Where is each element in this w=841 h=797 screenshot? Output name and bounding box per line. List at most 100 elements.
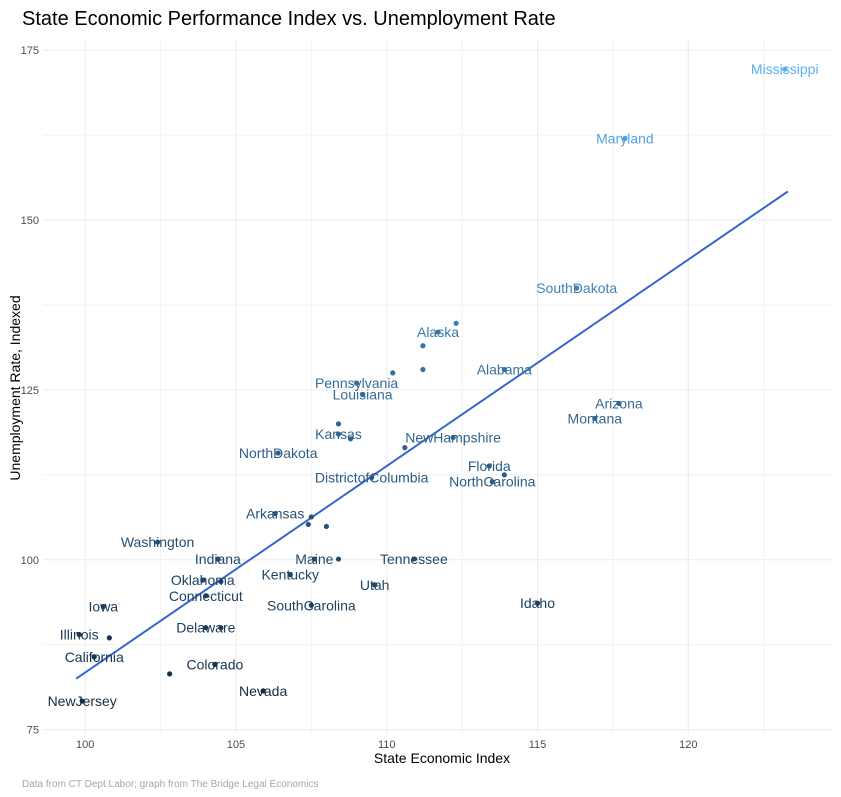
caption: Data from CT Dept Labor; graph from The … xyxy=(22,779,318,790)
data-point xyxy=(372,582,378,588)
data-point xyxy=(203,593,209,599)
data-point xyxy=(203,625,209,631)
data-point xyxy=(782,66,788,72)
data-label: Kansas xyxy=(315,426,362,442)
data-point xyxy=(420,343,426,349)
data-label: Washington xyxy=(121,534,194,550)
data-label: Arizona xyxy=(595,395,643,411)
y-axis-label: Unemployment Rate, Indexed xyxy=(7,295,23,480)
data-label: Iowa xyxy=(89,599,119,615)
data-label: Delaware xyxy=(176,620,235,636)
data-point xyxy=(390,370,396,376)
chart-title: State Economic Performance Index vs. Une… xyxy=(22,8,556,30)
data-point xyxy=(308,602,314,608)
data-label: Mississippi xyxy=(751,61,819,77)
data-point xyxy=(369,474,375,481)
data-point xyxy=(311,556,317,562)
x-axis-label: State Economic Index xyxy=(374,750,510,766)
trend-line xyxy=(75,190,789,680)
data-label: NorthDakota xyxy=(239,445,318,461)
data-point xyxy=(335,421,342,427)
data-label: Montana xyxy=(568,410,623,426)
data-point xyxy=(79,698,85,704)
data-point xyxy=(534,600,541,606)
data-point xyxy=(275,450,281,456)
data-point xyxy=(453,320,459,326)
x-axis-ticks: 100 105 110 115 120 xyxy=(76,739,697,751)
y-tick-label: 125 xyxy=(21,385,39,397)
data-label: NewJersey xyxy=(48,693,117,709)
data-label: Alaska xyxy=(417,324,459,340)
data-point xyxy=(501,366,507,373)
data-label: NewHampshire xyxy=(405,429,501,445)
data-point xyxy=(335,556,342,562)
data-point xyxy=(200,577,206,583)
y-axis-ticks: 75 100 125 150 175 xyxy=(21,45,39,736)
data-point xyxy=(287,572,293,578)
data-point xyxy=(323,523,330,530)
data-point xyxy=(76,631,82,638)
data-label: SouthCarolina xyxy=(267,597,356,613)
data-point xyxy=(411,556,417,562)
data-label: Arkansas xyxy=(246,506,304,522)
grid xyxy=(43,40,833,733)
data-point xyxy=(402,445,408,451)
data-point xyxy=(260,688,266,694)
data-label: California xyxy=(65,649,124,665)
data-point xyxy=(622,135,628,142)
data-point xyxy=(347,436,354,442)
y-tick-label: 175 xyxy=(21,45,39,57)
data-label: DistrictofColumbia xyxy=(315,470,429,486)
data-points xyxy=(76,66,788,704)
data-label: SouthDakota xyxy=(536,280,617,296)
data-label: Colorado xyxy=(186,656,243,672)
data-label: Tennessee xyxy=(380,551,448,567)
data-label: Kentucky xyxy=(261,567,319,583)
data-point xyxy=(91,654,97,660)
data-point xyxy=(218,578,224,585)
data-label: Alabama xyxy=(477,362,532,378)
data-point xyxy=(450,434,456,441)
data-point xyxy=(574,285,580,291)
data-point xyxy=(305,521,311,528)
data-point xyxy=(215,556,221,562)
x-tick-label: 100 xyxy=(76,739,94,751)
y-tick-label: 150 xyxy=(21,215,39,227)
data-point xyxy=(100,604,106,610)
data-point xyxy=(360,392,366,398)
data-label: Idaho xyxy=(520,595,555,611)
data-label: Utah xyxy=(360,577,390,593)
data-label: Maine xyxy=(295,551,333,567)
data-label: Maryland xyxy=(596,131,654,147)
data-label: Indiana xyxy=(195,551,241,567)
data-point xyxy=(106,635,112,641)
data-label: Florida xyxy=(468,458,511,474)
data-point xyxy=(212,661,218,667)
x-tick-label: 105 xyxy=(227,739,245,751)
y-tick-label: 100 xyxy=(21,555,39,567)
data-point xyxy=(489,479,495,485)
x-tick-label: 115 xyxy=(529,739,547,751)
data-point xyxy=(272,510,278,517)
data-label: NorthCarolina xyxy=(449,474,536,490)
data-point xyxy=(616,400,622,407)
data-label: Oklahoma xyxy=(171,572,235,588)
y-tick-label: 75 xyxy=(27,725,39,737)
data-point xyxy=(167,671,173,677)
data-label: Illinois xyxy=(60,626,99,642)
data-point xyxy=(154,539,161,545)
data-point xyxy=(592,415,598,422)
data-label: Louisiana xyxy=(333,387,393,403)
data-point xyxy=(218,625,224,631)
data-labels: Mississippi Maryland SouthDakota Alaska Alab… xyxy=(48,61,819,709)
data-point xyxy=(308,514,314,520)
data-label: Pennsylvania xyxy=(315,375,398,391)
data-point xyxy=(420,366,426,373)
data-point xyxy=(335,431,342,437)
x-tick-label: 120 xyxy=(679,739,697,751)
x-tick-label: 110 xyxy=(378,739,396,751)
data-point xyxy=(435,329,441,335)
data-point xyxy=(486,463,492,469)
data-point xyxy=(353,380,360,386)
